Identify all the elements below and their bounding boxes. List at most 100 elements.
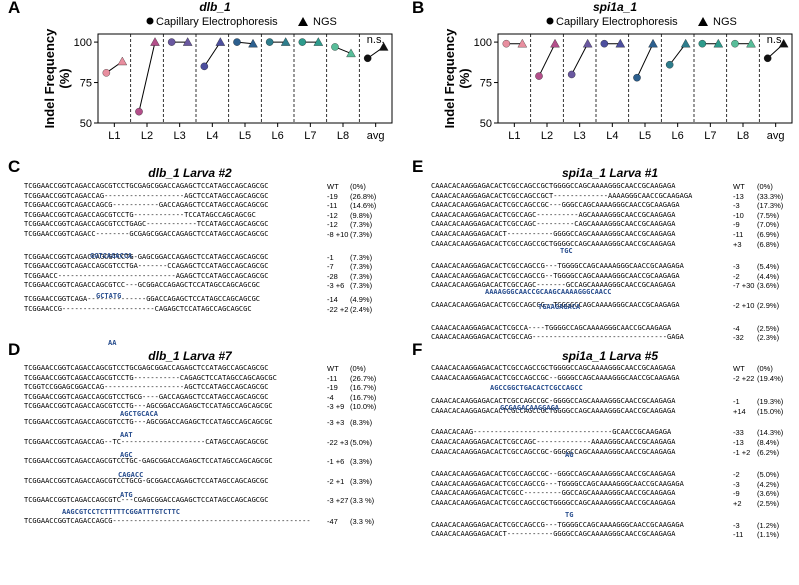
chart-b-connector	[571, 43, 589, 75]
alignment-c-indel-size: -7	[327, 262, 334, 272]
chart-a-ce-point	[331, 43, 339, 51]
chart-b-xtick-label: L6	[672, 130, 684, 142]
alignment-c-sequence: TCGGAACCGGTCAGACCAG-------------------AG…	[24, 191, 269, 200]
alignment-e-indel-size: -10	[733, 210, 744, 220]
chart-a-ce-point	[363, 54, 372, 63]
alignment-e-indel-size: -11	[733, 230, 744, 239]
chart-b-legend-ngs-label: NGS	[713, 16, 737, 28]
alignment-e-sequence: CAAACACAAGGAGACACTCGCCAGCCGCTGGGGCCAGCAA…	[431, 239, 676, 248]
alignment-c-sequence: TCGGAACCGGTCAGACCAGCGTCCTGAGC-----------…	[24, 220, 269, 229]
chart-b-xtick-label: L3	[574, 130, 586, 142]
chart-a-ce-point	[298, 38, 307, 46]
chart-b-xtick-label: L1	[508, 130, 520, 142]
alignment-d-indel-size: -2 +1	[327, 476, 345, 486]
panel-c-title: dlb_1 Larva #2	[148, 166, 232, 180]
alignment-d-sequence: TCGGTCCGGAGCGGACCAG-------------------AG…	[24, 383, 269, 392]
alignment-d-sequence: TCGGAACCGGTCAGACCAGCGTCCTG-----------CAG…	[24, 373, 277, 382]
alignment-e-sequence: CAAACACAAGGAGACACTCGCCAGCCG--TGGGGCCAGCA…	[431, 301, 680, 309]
alignment-e-indel-size: -32	[733, 333, 744, 343]
alignment-f-indel-size: +2	[733, 499, 742, 508]
chart-b-legend-ce-marker	[546, 17, 554, 25]
alignment-c-sequence: TCGGAACCGGTCAGACCAGCGTCC---GCGGACCAGAGCT…	[24, 281, 261, 290]
alignment-e-insertion-sequence: AAAAGGGCAACCGCAAGCAAAAGGGCAACC	[485, 288, 612, 296]
chart-a-ce-point	[265, 38, 274, 46]
alignment-f-indel-size: -11	[733, 530, 744, 540]
alignment-e-indel-size: -9	[733, 220, 740, 230]
alignment-c-indel-size: -12	[327, 220, 338, 230]
alignment-e-indel-size: -3	[733, 201, 740, 211]
alignment-f-indel-size: -2 +22	[733, 373, 755, 383]
chart-a-ylabel-line1: Indel Frequency	[42, 28, 57, 128]
alignment-d-indel-size: WT	[327, 364, 339, 373]
alignment-f-indel-size: -1 +2	[733, 447, 751, 457]
chart-b-xtick-label: L8	[737, 130, 749, 142]
alignment-d-frequency: (3.3 %)	[350, 517, 375, 526]
alignment-d-sequence: TCGGAACCGGTCAGACCAG--TC-----------------…	[24, 437, 269, 446]
alignment-c-frequency: (7.3%)	[350, 252, 373, 262]
alignment-e-indel-size: -13	[733, 191, 744, 201]
chart-a-annotation: n.s.	[367, 34, 385, 46]
alignment-f-sequence: CAAACACAAGGAGACACTCGCCAGCCGCTGGGGCCAGCAA…	[431, 406, 676, 415]
chart-b-ce-point	[731, 39, 739, 48]
alignment-e-frequency: (6.9%)	[757, 230, 780, 239]
chart-a-ngs-point	[248, 38, 258, 48]
alignment-f-indel-size: -1	[733, 397, 740, 407]
chart-b-xtick-label: L7	[704, 130, 716, 142]
alignment-c-indel-size: -8 +10	[327, 230, 349, 239]
alignment-d-insertion-sequence: AAT	[120, 431, 133, 439]
alignment-f-frequency: (19.4%)	[757, 373, 784, 383]
alignment-e-sequence: CAAACACAAGGAGACACTCGCCA----TGGGGCCAGCAAA…	[431, 323, 672, 332]
chart-a-xtick-label: avg	[367, 130, 385, 142]
alignment-d-sequence: TCGGAACCGGTCAGACCAGCGTCCTGCG----GACCAGAG…	[24, 392, 269, 401]
alignment-c-indel-size: WT	[327, 182, 339, 191]
alignment-c-indel-size: -28	[327, 271, 338, 281]
alignment-e-indel-size: WT	[733, 182, 745, 191]
chart-b-legend-ce-label: Capillary Electrophoresis	[556, 16, 678, 28]
chart-b-xtick-label: L4	[606, 130, 618, 142]
alignment-d-frequency: (16.7%)	[350, 383, 377, 393]
alignment-f-insertion-sequence: GCGAGACAAGGAGA	[500, 404, 560, 412]
panel-d-title: dlb_1 Larva #7	[148, 349, 232, 363]
alignment-d-frequency: (3.3 %)	[350, 496, 375, 506]
panel-label-f: F	[412, 340, 423, 359]
alignment-d-sequence: TCGGAACCGGTCAGACCAGCGTCCTG---AGCGGACCAGA…	[24, 418, 273, 426]
alignment-f-sequence: CAAACACAAGGAGACACTCGCCAGCCG---TGGGGCCAGC…	[431, 479, 684, 488]
alignment-f-frequency: (4.2%)	[757, 479, 780, 489]
chart-a-ce-point	[233, 38, 241, 46]
panel-label-c: C	[8, 157, 21, 176]
alignment-c-frequency: (7.3%)	[350, 220, 373, 230]
alignment-f-indel-size: -33	[733, 428, 744, 438]
chart-a-ngs-point	[117, 56, 128, 66]
chart-a-legend-ngs-label: NGS	[313, 16, 337, 28]
alignment-c-indel-size: -11	[327, 201, 338, 211]
alignment-d-frequency: (26.7%)	[350, 373, 377, 383]
alignment-e-frequency: (2.3%)	[757, 333, 780, 343]
alignment-c-frequency: (7.3%)	[350, 281, 373, 291]
alignment-d-sequence: TCGGAACCGGTCAGACCAGCGTC---CGAGCGGACCAGAG…	[24, 496, 269, 505]
alignment-f-indel-size: -9	[733, 489, 740, 499]
chart-a-ngs-point	[280, 37, 291, 46]
chart-b-ce-point	[600, 39, 609, 48]
panel-label-b: B	[412, 0, 425, 17]
alignment-e-sequence: CAAACACAAGGAGACACTCGCCAGCCG--TGGGGCCAGCA…	[431, 271, 680, 280]
chart-a-ngs-point	[378, 42, 389, 51]
chart-b-xtick-label: avg	[767, 130, 785, 142]
alignment-f-indel-size: WT	[733, 364, 745, 373]
chart-a-xtick-label: L7	[304, 130, 316, 142]
alignment-d-frequency: (3.3%)	[350, 457, 373, 467]
chart-b-ytick-label: 50	[480, 118, 492, 130]
alignment-d-indel-size: -22 +3	[327, 437, 349, 447]
alignment-c-frequency: (2.4%)	[350, 304, 373, 314]
alignment-e-insertion-sequence: TGAAGAGACA	[538, 303, 581, 311]
alignment-f-sequence: CAAACACAAGGAGACACTCGCCAGC-------------AA…	[431, 438, 676, 446]
alignment-f-insertion-sequence: AGCCGGCTGACACTCGCCAGCC	[490, 384, 583, 392]
chart-a-ytick-label: 100	[74, 37, 92, 49]
chart-a-ce-point	[200, 62, 209, 71]
alignment-f-sequence: CAAACACAAGGAGACACTCGCCAGCCGCTGGGGCCAGCAA…	[431, 499, 676, 507]
chart-a-xtick-label: L4	[206, 130, 218, 142]
alignment-e-frequency: (17.3%)	[757, 201, 784, 211]
alignment-e-sequence: CAAACACAAGGAGACACTCGCCAG----------------…	[431, 333, 684, 342]
chart-a-title: dlb_1	[199, 0, 231, 14]
alignment-c-frequency: (9.8%)	[350, 210, 373, 220]
panel-e-title: spi1a_1 Larva #1	[561, 166, 659, 180]
